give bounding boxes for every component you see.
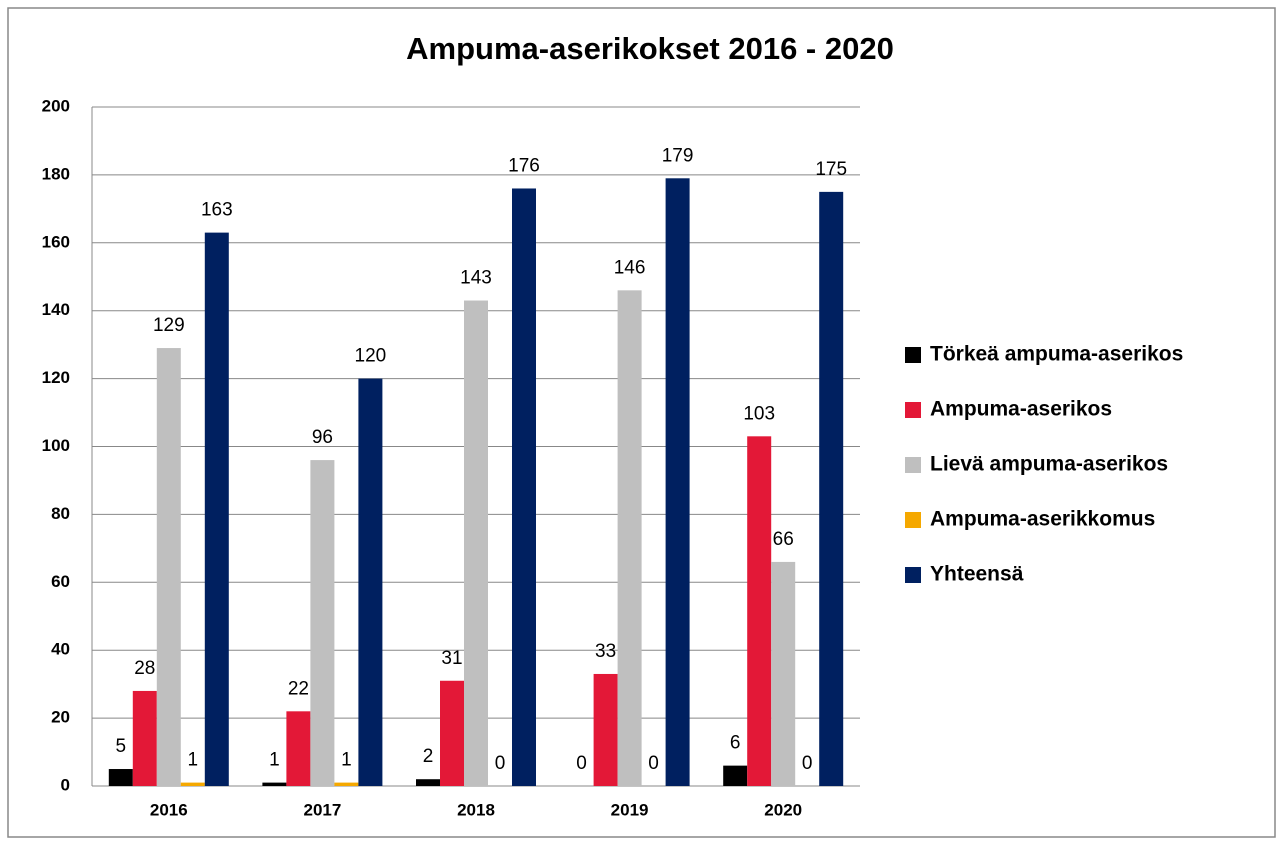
data-label: 31 [441,648,462,669]
data-label: 33 [595,641,616,662]
data-label: 22 [288,678,309,699]
y-tick-label: 80 [51,504,70,523]
data-label: 146 [614,257,646,278]
legend-label: Yhteensä [930,563,1024,586]
x-tick-label: 2019 [611,800,649,819]
x-tick-label: 2020 [764,800,802,819]
data-label: 28 [134,658,155,679]
bar [440,680,464,786]
y-tick-label: 100 [42,436,70,455]
y-tick-label: 0 [61,775,70,794]
data-label: 129 [153,315,185,336]
y-tick-label: 40 [51,640,70,659]
bar [593,673,618,786]
data-label: 120 [355,346,387,367]
data-label: 179 [662,145,694,166]
bar [358,378,383,786]
bar [617,290,642,786]
y-tick-label: 120 [42,368,70,387]
data-label: 1 [341,750,352,771]
y-tick-label: 140 [42,300,70,319]
legend-swatch [905,567,921,583]
bar [310,460,335,786]
legend-swatch [905,347,921,363]
legend-label: Lievä ampuma-aserikos [930,453,1168,476]
legend-swatch [905,512,921,528]
bar [723,765,748,786]
y-tick-label: 20 [51,708,70,727]
bar [512,188,536,787]
bar [334,782,359,786]
bar [665,178,690,787]
data-label: 176 [508,155,540,176]
bar [747,436,772,786]
x-tick-label: 2016 [150,800,188,819]
bar [108,769,133,786]
y-tick-label: 180 [42,164,70,183]
legend-swatch [905,457,921,473]
y-tick-label: 200 [42,96,70,115]
data-label: 6 [730,733,741,754]
bar [132,690,157,786]
bar [771,561,796,786]
y-tick-label: 60 [51,572,70,591]
data-label: 96 [312,427,333,448]
bar [156,348,181,786]
data-label: 0 [648,753,659,774]
legend-swatch [905,402,921,418]
data-label: 1 [269,750,280,771]
data-label: 5 [116,736,127,757]
bar [180,782,205,786]
data-label: 143 [460,268,492,289]
data-label: 103 [743,403,775,424]
legend-label: Törkeä ampuma-aserikos [930,343,1183,366]
bar [416,779,440,786]
data-label: 1 [188,750,199,771]
data-label: 0 [495,753,506,774]
bar [286,711,311,786]
data-label: 175 [815,159,847,180]
bar [819,191,844,786]
data-label: 163 [201,200,233,221]
x-tick-label: 2018 [457,800,495,819]
bar [464,300,488,786]
y-tick-label: 160 [42,232,70,251]
bar [262,782,287,786]
legend-label: Ampuma-aserikkomus [930,508,1155,531]
legend-label: Ampuma-aserikos [930,398,1112,421]
data-label: 66 [773,529,794,550]
data-label: 0 [576,753,587,774]
chart-title: Ampuma-aserikokset 2016 - 2020 [406,31,894,66]
data-label: 2 [423,746,434,767]
data-label: 0 [802,753,813,774]
bar [204,232,229,787]
x-tick-label: 2017 [303,800,341,819]
